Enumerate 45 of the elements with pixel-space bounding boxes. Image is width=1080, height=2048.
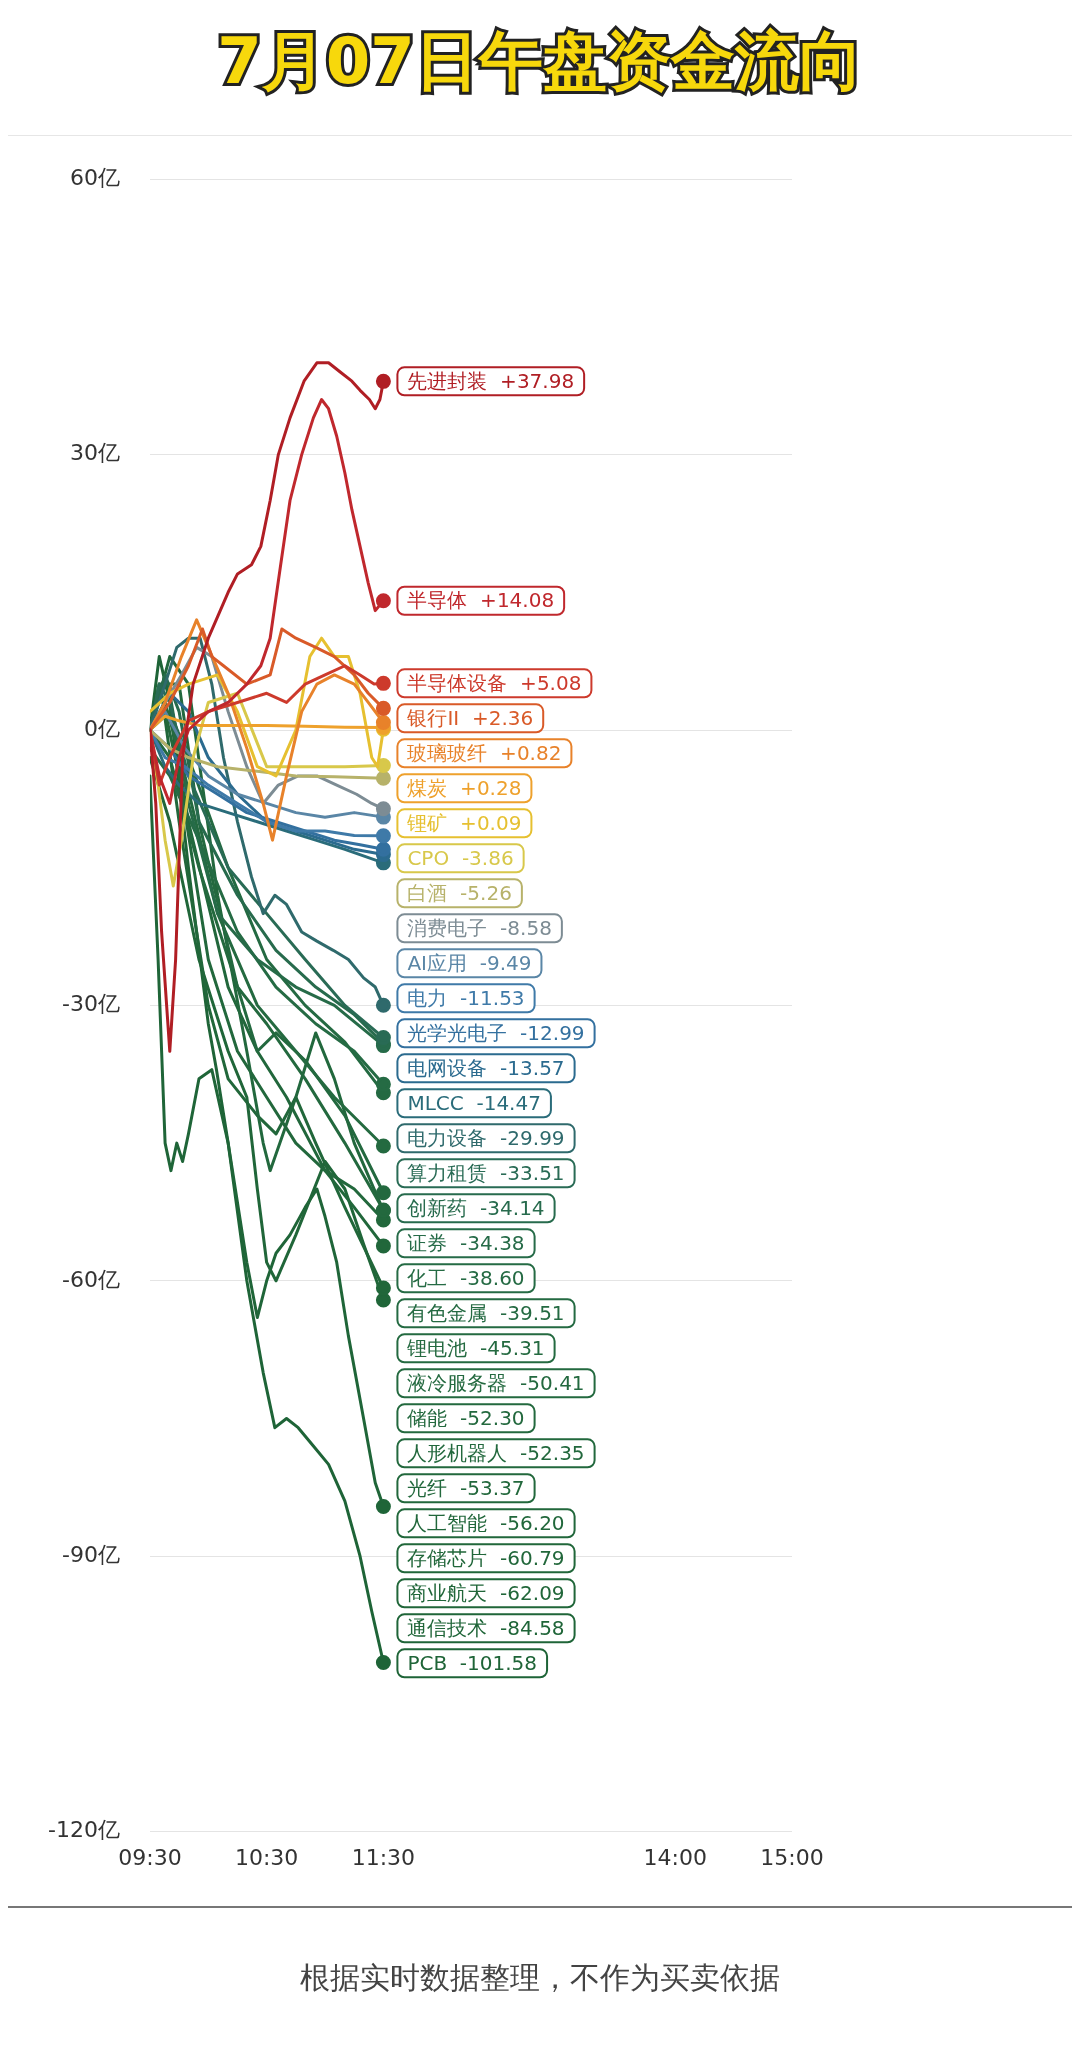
text: 半导体 +14.08 (407, 587, 555, 612)
text: 算力租赁 -33.51 (407, 1160, 565, 1185)
text: AI应用 -9.49 (407, 950, 532, 975)
x-tick-label: 14:00 (643, 1844, 707, 1870)
text: MLCC -14.47 (407, 1090, 541, 1115)
text: 液冷服务器 -50.41 (407, 1370, 585, 1395)
text: 半导体设备 +5.08 (407, 670, 582, 695)
text: 有色金属 -39.51 (407, 1300, 565, 1325)
text: 商业航天 -62.09 (407, 1580, 565, 1605)
text: 光纤 -53.37 (407, 1475, 525, 1500)
text: CPO -3.86 (407, 845, 514, 870)
y-tick-label: -90亿 (61, 1541, 120, 1567)
text: 白酒 -5.26 (407, 880, 512, 905)
y-tick-label: -30亿 (61, 991, 120, 1017)
text: 人工智能 -56.20 (407, 1510, 565, 1535)
text: 创新药 -34.14 (407, 1195, 545, 1220)
text: 煤炭 +0.28 (407, 775, 522, 800)
text: 根据实时数据整理，不作为买卖依据 (8, 1906, 1072, 1999)
x-tick-label: 11:30 (351, 1844, 416, 1870)
x-tick-label: 15:00 (760, 1844, 824, 1870)
y-tick-label: 30亿 (69, 440, 120, 466)
text: 储能 -52.30 (407, 1405, 525, 1430)
text: 锂电池 -45.31 (407, 1335, 545, 1360)
text: 电网设备 -13.57 (407, 1055, 565, 1080)
text: 证券 -34.38 (407, 1230, 525, 1255)
y-tick-label: -60亿 (61, 1266, 120, 1292)
chart-title: 7月07日午盘资金流向 (8, 8, 1072, 136)
text: 化工 -38.60 (407, 1265, 525, 1290)
text: 消费电子 -8.58 (407, 915, 552, 940)
x-tick-label: 09:30 (118, 1844, 182, 1870)
text: 电力 -11.53 (407, 985, 525, 1010)
text: 电力设备 -29.99 (407, 1125, 565, 1150)
text: 人形机器人 -52.35 (407, 1440, 585, 1465)
y-tick-label: 60亿 (69, 164, 120, 190)
text: 锂矿 +0.09 (407, 810, 522, 835)
text: 通信技术 -84.58 (407, 1615, 565, 1640)
y-tick-label: 0亿 (83, 715, 120, 741)
x-tick-label: 10:30 (234, 1844, 299, 1870)
text: 先进封装 +37.98 (407, 368, 575, 393)
text: 玻璃玻纤 +0.82 (407, 740, 562, 765)
text: PCB -101.58 (407, 1650, 538, 1675)
text: 存储芯片 -60.79 (407, 1545, 565, 1570)
text: 光学光电子 -12.99 (407, 1020, 585, 1045)
y-tick-label: -120亿 (47, 1817, 120, 1843)
text: 银行II +2.36 (407, 705, 534, 730)
